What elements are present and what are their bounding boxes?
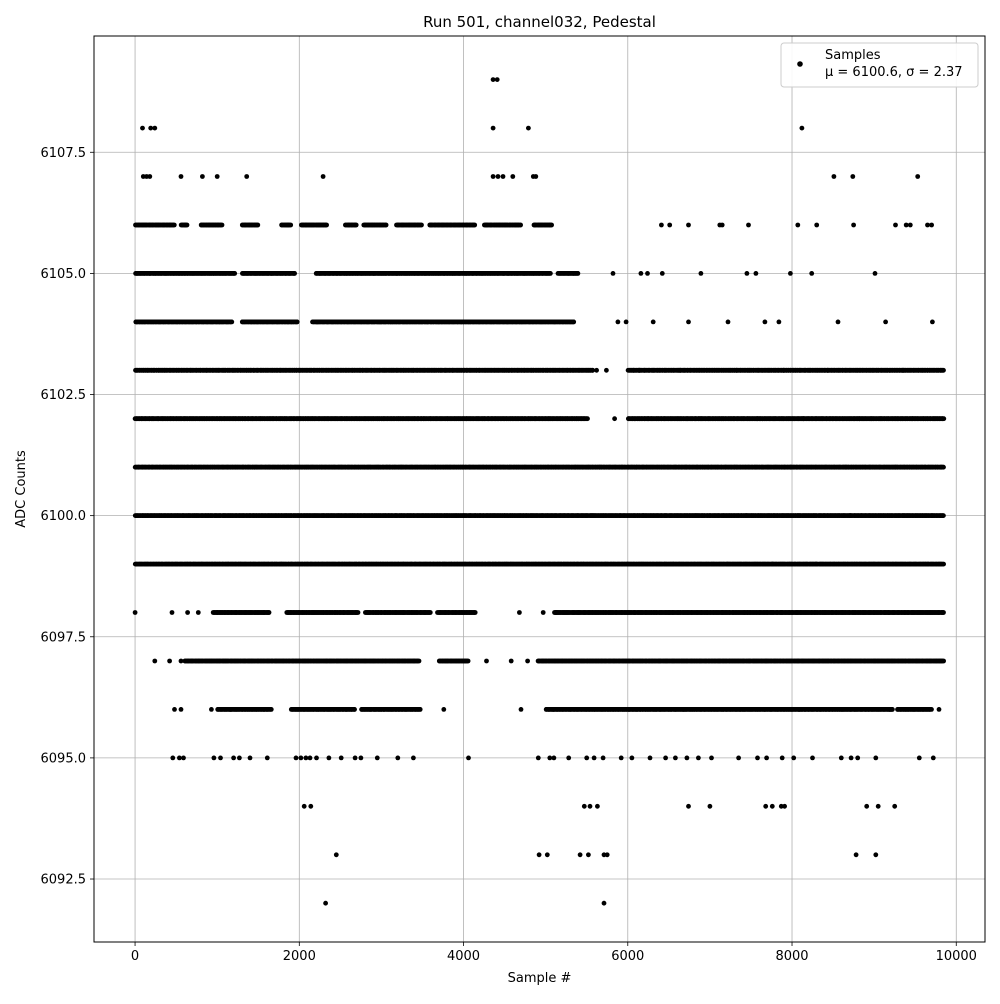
data-point [941,416,946,421]
data-point [571,320,576,325]
data-point [185,223,190,228]
data-point [549,223,554,228]
data-point [518,223,523,228]
data-point [232,271,237,276]
data-point [472,223,477,228]
data-point [229,320,234,325]
data-point [255,223,260,228]
data-point [295,320,300,325]
data-point [354,223,359,228]
data-point [220,223,225,228]
data-point [548,271,553,276]
data-point [172,223,177,228]
data-point [384,223,389,228]
data-point [419,223,424,228]
data-point [576,271,581,276]
data-point [324,223,329,228]
data-point [941,368,946,373]
data-point [941,465,946,470]
data-point [288,223,293,228]
data-point [292,271,297,276]
